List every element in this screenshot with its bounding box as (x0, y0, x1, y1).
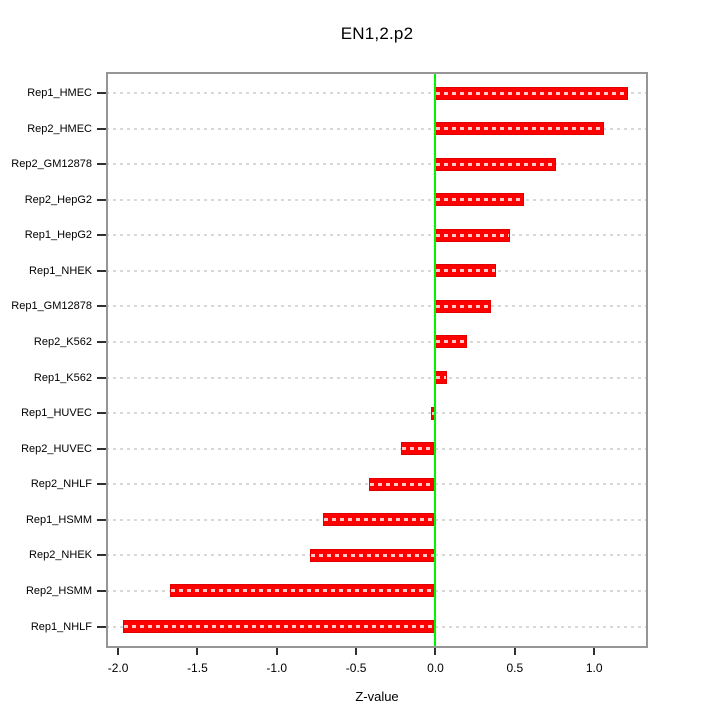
y-axis-tick (97, 198, 106, 201)
y-axis-label: Rep2_NHLF (30, 478, 92, 491)
y-axis-label: Rep2_NHEK (29, 549, 92, 562)
bar-dash-pattern (369, 482, 435, 486)
y-axis-tick (97, 376, 106, 379)
x-axis-tick-label: -1.0 (266, 661, 288, 675)
y-axis-label: Rep1_GM12878 (11, 300, 92, 313)
row-gridline (106, 92, 648, 94)
bar-dash-pattern (436, 91, 627, 95)
x-axis-tick-label: 1.0 (585, 661, 603, 675)
y-axis-label: Rep1_HepG2 (24, 229, 92, 242)
y-axis-tick (97, 163, 106, 166)
bar-dash-pattern (431, 411, 435, 415)
y-axis-tick (97, 412, 106, 415)
bar-Rep2_NHEK (310, 548, 436, 562)
x-axis-tick-label: -2.0 (107, 661, 129, 675)
y-axis-label: Rep1_K562 (33, 371, 92, 384)
bar-Rep1_HepG2 (435, 228, 511, 242)
y-axis-tick (97, 234, 106, 237)
bar-Rep1_HSMM (322, 513, 436, 527)
x-axis-tick (117, 648, 120, 655)
bar-dash-pattern (436, 304, 491, 308)
x-axis-title: Z-value (355, 689, 399, 704)
y-axis-label: Rep1_NHLF (30, 620, 92, 633)
y-axis-label: Rep1_HSMM (25, 513, 92, 526)
y-axis-label: Rep2_HSMM (25, 584, 92, 597)
y-axis-label: Rep1_HUVEC (21, 407, 92, 420)
bar-dash-pattern (436, 198, 524, 202)
bar-Rep2_NHLF (368, 477, 436, 491)
bar-Rep1_HMEC (435, 86, 628, 100)
bar-dash-pattern (436, 233, 510, 237)
row-gridline (106, 447, 648, 450)
y-axis-label: Rep1_HMEC (27, 87, 92, 99)
x-axis-tick (593, 648, 596, 655)
bar-Rep2_GM12878 (435, 157, 557, 171)
y-axis-label: Rep2_GM12878 (11, 158, 92, 171)
bar-dash-pattern (311, 553, 435, 557)
bar-Rep1_NHLF (122, 620, 436, 633)
row-gridline (106, 269, 648, 272)
y-axis-label: Rep2_HMEC (27, 122, 92, 135)
bar-dash-pattern (171, 589, 435, 593)
plot-area (106, 72, 648, 648)
y-axis-tick (97, 127, 106, 130)
bar-Rep2_HMEC (435, 122, 604, 136)
x-axis-tick (434, 648, 437, 655)
row-gridline (106, 376, 648, 379)
y-axis-tick (97, 447, 106, 450)
bar-Rep2_HSMM (170, 584, 436, 598)
bar-dash-pattern (323, 518, 435, 522)
bar-Rep2_HUVEC (400, 442, 436, 456)
x-axis-tick-label: 0.0 (427, 661, 444, 675)
bar-dash-pattern (436, 269, 495, 273)
bar-dash-pattern (401, 447, 435, 451)
y-axis-label: Rep2_K562 (33, 335, 92, 348)
y-axis-tick (97, 589, 106, 592)
row-gridline (106, 163, 648, 166)
bar-Rep1_NHEK (435, 264, 496, 278)
y-axis-tick (97, 269, 106, 272)
y-axis-label: Rep2_HepG2 (24, 193, 92, 206)
bar-dash-pattern (123, 625, 435, 628)
row-gridline (106, 234, 648, 237)
bar-Rep2_K562 (435, 335, 468, 349)
x-axis-tick (196, 648, 199, 655)
y-axis-label: Rep1_NHEK (29, 264, 92, 277)
y-axis-label: Rep2_HUVEC (21, 442, 92, 455)
y-axis-tick (97, 518, 106, 521)
bar-Rep2_HepG2 (435, 193, 525, 207)
zero-reference-line (434, 72, 437, 648)
bar-Rep1_GM12878 (435, 299, 492, 313)
bar-dash-pattern (436, 376, 446, 380)
row-gridline (106, 127, 648, 130)
row-gridline (106, 412, 648, 415)
row-gridline (106, 198, 648, 201)
bar-dash-pattern (436, 162, 556, 166)
bar-Rep1_K562 (435, 371, 447, 385)
y-axis-tick (97, 92, 106, 94)
x-axis-tick (275, 648, 278, 655)
x-axis-tick-label: -0.5 (345, 661, 367, 675)
x-axis-tick (355, 648, 358, 655)
x-axis-tick (513, 648, 516, 655)
y-axis-tick (97, 340, 106, 343)
x-axis-tick-label: -1.5 (187, 661, 208, 675)
y-axis-tick (97, 554, 106, 557)
x-axis-tick-label: 0.5 (506, 661, 524, 675)
chart-title: EN1,2.p2 (340, 24, 414, 43)
bar-dash-pattern (436, 340, 467, 344)
row-gridline (106, 305, 648, 308)
y-axis-tick (97, 625, 106, 628)
row-gridline (106, 340, 648, 343)
bar-dash-pattern (436, 127, 603, 131)
y-axis-tick (97, 305, 106, 308)
y-axis-tick (97, 483, 106, 486)
